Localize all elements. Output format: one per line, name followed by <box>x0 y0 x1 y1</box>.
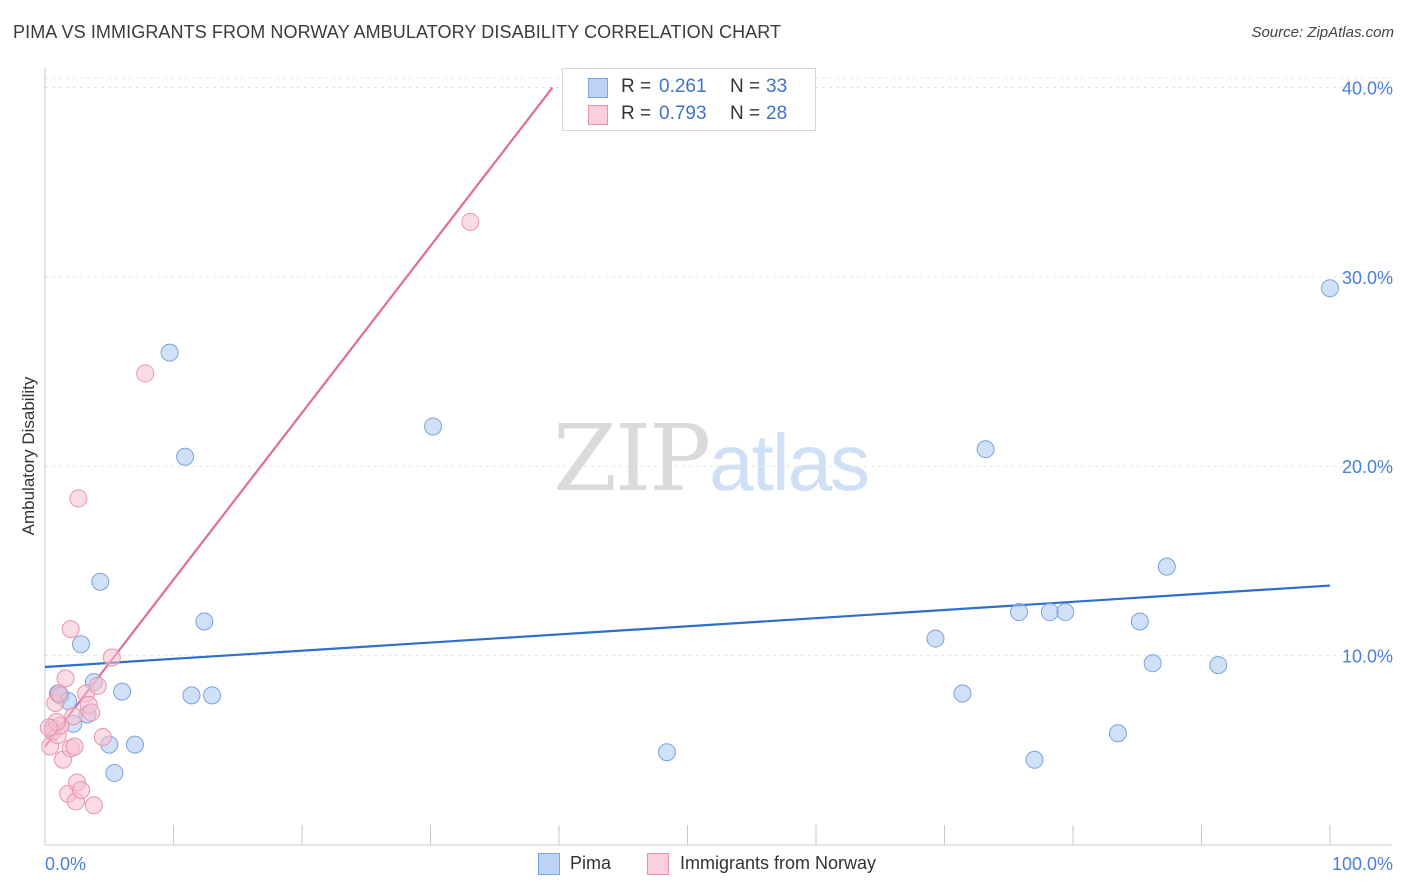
legend-r-label: R = <box>621 76 652 97</box>
norway-point <box>65 737 84 756</box>
legend-r-value: 0.261 <box>659 76 707 97</box>
pima-point <box>1143 654 1162 673</box>
pima-point <box>1040 603 1059 622</box>
pima-point <box>1157 557 1176 576</box>
legend-swatch-pima <box>588 78 608 98</box>
tick-labels: 10.0% 20.0% 30.0% 40.0% 0.0% 100.0% <box>45 78 1393 874</box>
y-tick-label: 40.0% <box>1342 78 1393 98</box>
legend-label-pima: Pima <box>570 853 612 873</box>
norway-point <box>461 212 480 231</box>
pima-point <box>1056 603 1075 622</box>
data-points <box>39 212 1339 815</box>
pima-point <box>976 440 995 459</box>
watermark: ZIPatlas <box>553 405 870 512</box>
legend-r-label: R = <box>621 103 652 124</box>
norway-point <box>93 728 112 747</box>
pima-point <box>1321 279 1339 298</box>
legend-label-norway: Immigrants from Norway <box>680 853 877 873</box>
legend-swatch-norway <box>647 853 669 875</box>
norway-point <box>84 796 103 815</box>
chart-title: PIMA VS IMMIGRANTS FROM NORWAY AMBULATOR… <box>13 22 782 42</box>
pima-point <box>182 686 201 705</box>
pima-point <box>195 612 214 631</box>
source-label: Source: ZipAtlas.com <box>1251 24 1394 41</box>
pima-point <box>1108 724 1127 743</box>
pima-point <box>657 743 676 762</box>
pima-point <box>953 684 972 703</box>
pima-point <box>105 764 124 783</box>
norway-point <box>71 781 90 800</box>
pima-point <box>125 735 144 754</box>
pima-point <box>113 682 132 701</box>
norway-point <box>88 676 107 695</box>
watermark-zip: ZIP <box>553 405 711 512</box>
pima-point <box>71 635 90 654</box>
norway-point <box>61 620 80 639</box>
pima-point <box>1010 603 1029 622</box>
norway-point <box>102 648 121 667</box>
y-tick-label: 20.0% <box>1342 457 1393 477</box>
pima-trend-line <box>44 584 1331 669</box>
legend-n-value: 33 <box>766 76 788 97</box>
norway-point <box>69 489 88 508</box>
pima-point <box>1130 612 1149 631</box>
x-tick-label: 100.0% <box>1332 854 1393 874</box>
y-axis-label: Ambulatory Disability <box>19 376 38 535</box>
pima-point <box>203 686 222 705</box>
trend-lines <box>44 86 1331 748</box>
norway-point <box>136 364 155 383</box>
pima-point <box>91 572 110 591</box>
legend-n-label: N = <box>730 76 761 97</box>
pima-point <box>424 417 443 436</box>
pima-point <box>176 447 195 466</box>
gridlines <box>45 77 1392 657</box>
norway-point <box>82 703 101 722</box>
pima-point <box>160 343 179 362</box>
y-tick-label: 10.0% <box>1342 647 1393 667</box>
legend-r-value: 0.793 <box>659 103 707 124</box>
norway-point <box>39 718 58 737</box>
pima-point <box>1025 750 1044 769</box>
stats-legend: R = 0.261 N = 33 R = 0.793 N = 28 <box>562 68 816 131</box>
legend-swatch-norway <box>588 105 608 125</box>
x-tick-label: 0.0% <box>45 854 86 874</box>
legend-swatch-pima <box>538 853 560 875</box>
norway-trend-line <box>44 86 554 748</box>
y-tick-label: 30.0% <box>1342 268 1393 288</box>
legend-n-label: N = <box>730 103 761 124</box>
norway-point <box>50 684 69 703</box>
norway-point <box>56 669 75 688</box>
legend-n-value: 28 <box>766 103 788 124</box>
pima-point <box>1209 656 1228 675</box>
pima-point <box>926 629 945 648</box>
watermark-atlas: atlas <box>709 418 870 507</box>
axes <box>44 68 1392 846</box>
norway-point <box>64 707 83 726</box>
